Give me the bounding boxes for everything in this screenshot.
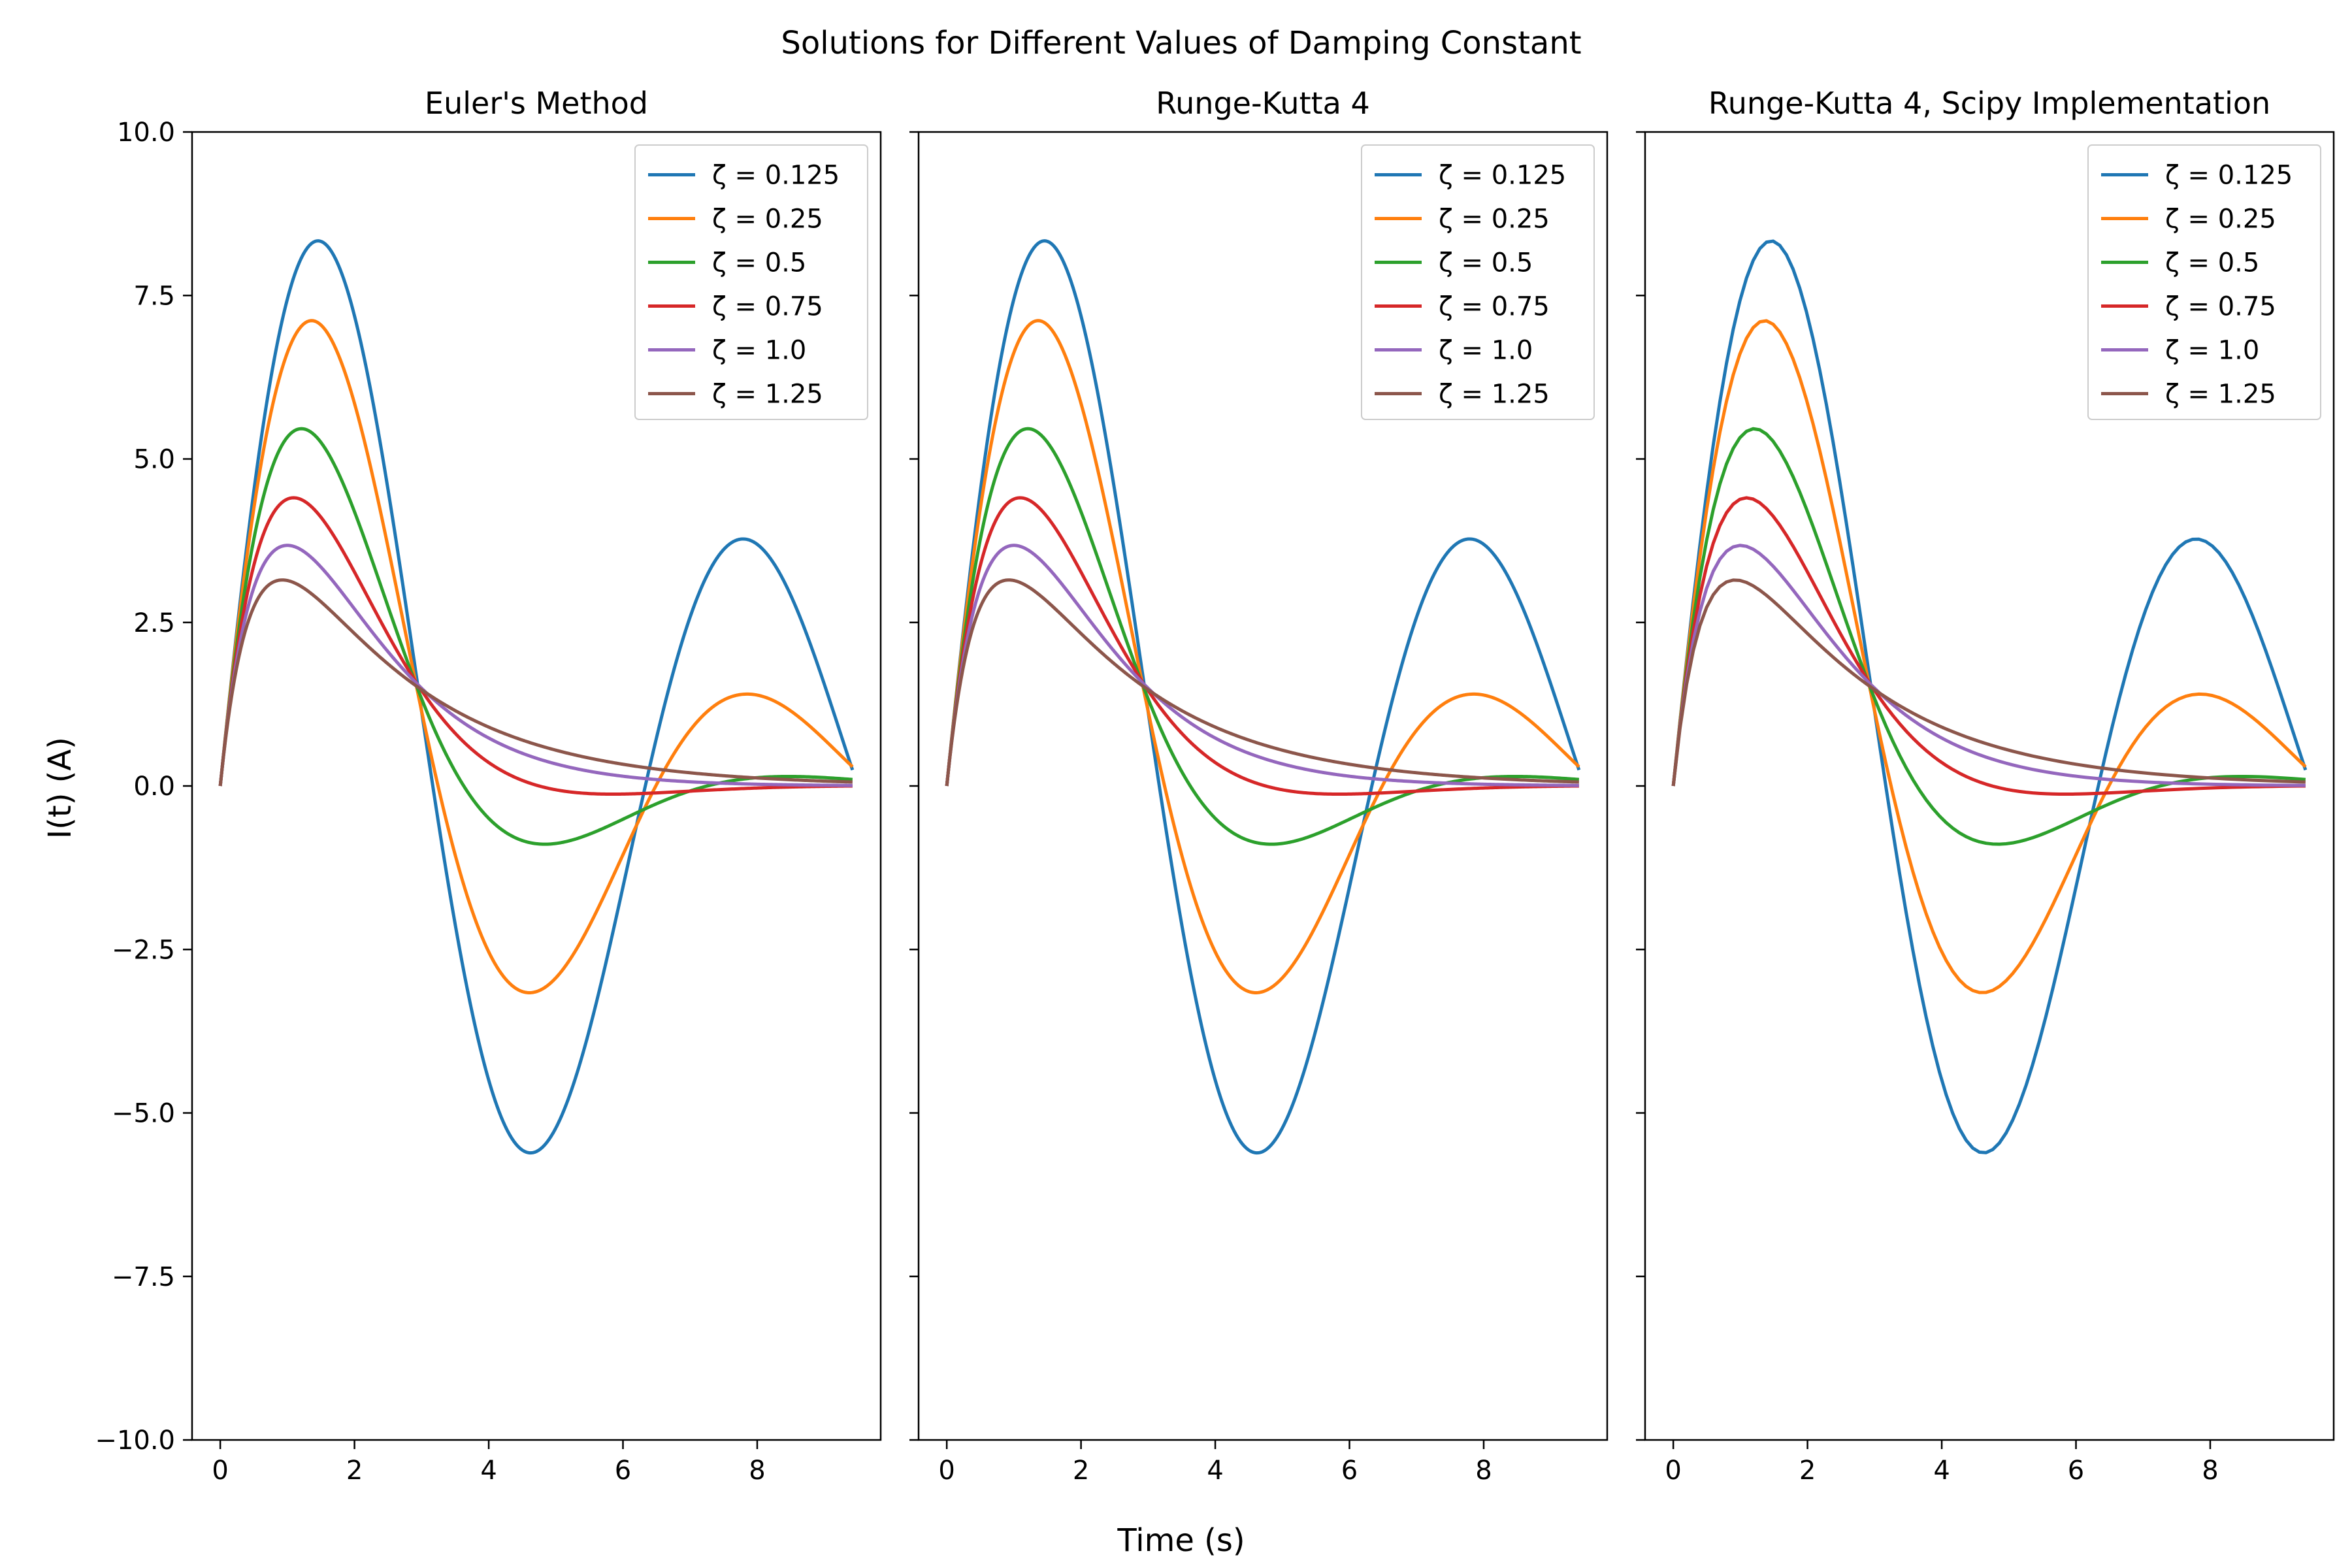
x-tick-label: 6 (2068, 1456, 2084, 1486)
legend-label: ζ = 0.75 (712, 292, 823, 322)
y-tick-label: 5.0 (133, 445, 175, 475)
legend-label: ζ = 0.5 (1439, 248, 1533, 278)
series-line-1 (218, 239, 855, 1155)
y-tick-label: −2.5 (112, 935, 175, 965)
legend-label: ζ = 1.25 (2165, 380, 2276, 410)
legend-label: ζ = 1.25 (1439, 380, 1550, 410)
subplot-title: Runge-Kutta 4, Scipy Implementation (1708, 86, 2270, 121)
y-tick-label: −10.0 (95, 1426, 175, 1456)
x-tick-label: 8 (749, 1456, 765, 1486)
series-line-6 (945, 578, 1579, 787)
legend-label: ζ = 0.5 (2165, 248, 2259, 278)
legend-label: ζ = 1.0 (1439, 336, 1533, 366)
series-line-4 (945, 496, 1579, 796)
x-tick-label: 8 (2202, 1456, 2218, 1486)
subplot-panels: Euler's Method 0 2 4 6 8 −10.0 −7.5 −5.0 −2.5 0.0 2… (95, 86, 2335, 1486)
series-line-4 (1671, 496, 2306, 796)
y-tick-label: 7.5 (133, 281, 175, 311)
x-tick-label: 0 (938, 1456, 955, 1486)
legend-label: ζ = 0.125 (712, 161, 840, 191)
figure-xlabel: Time (s) (1117, 1522, 1245, 1559)
x-tick-label: 4 (480, 1456, 497, 1486)
series-line-5 (945, 544, 1579, 787)
legend-label: ζ = 0.5 (712, 248, 806, 278)
figure-ylabel: I(t) (A) (42, 737, 78, 839)
legend: ζ = 0.125 ζ = 0.25 ζ = 0.5 ζ = 0.75 ζ = 1.0 ζ… (634, 144, 868, 420)
legend-label: ζ = 1.0 (712, 336, 806, 366)
series-line-1 (1671, 239, 2308, 1154)
series-line-5 (218, 544, 853, 787)
x-tick-label: 0 (1665, 1456, 1681, 1486)
legend-label: ζ = 0.125 (2165, 161, 2293, 191)
y-tick-label: 0.0 (133, 772, 175, 802)
x-tick-label: 4 (1207, 1456, 1223, 1486)
legend-label: ζ = 1.25 (712, 380, 823, 410)
legend-label: ζ = 0.75 (1439, 292, 1550, 322)
figure-suptitle: Solutions for Different Values of Dampin… (781, 25, 1581, 61)
y-tick-label: −7.5 (112, 1262, 175, 1292)
subplot-lines (218, 239, 855, 1155)
subplot-3: Runge-Kutta 4, Scipy Implementation 0 2 4 6 8… (1636, 86, 2335, 1486)
subplot-1: Euler's Method 0 2 4 6 8 −10.0 −7.5 −5.0 −2.5 0.0 2… (95, 86, 882, 1486)
legend-label: ζ = 0.75 (2165, 292, 2276, 322)
subplot-lines (1671, 239, 2308, 1154)
series-line-2 (218, 319, 854, 994)
subplot-title: Euler's Method (425, 86, 648, 121)
y-tick-label: 2.5 (133, 608, 175, 638)
subplot-lines (945, 239, 1581, 1155)
x-tick-label: 2 (1799, 1456, 1816, 1486)
series-line-6 (1671, 578, 2306, 787)
series-line-1 (945, 239, 1581, 1155)
legend: ζ = 0.125 ζ = 0.25 ζ = 0.5 ζ = 0.75 ζ = 1.0 ζ… (1361, 144, 1595, 420)
y-tick-label: −5.0 (112, 1099, 175, 1129)
legend-label: ζ = 0.125 (1439, 161, 1566, 191)
legend-label: ζ = 0.25 (712, 204, 823, 235)
x-tick-label: 6 (1341, 1456, 1358, 1486)
series-line-2 (1671, 319, 2307, 994)
legend-label: ζ = 0.25 (2165, 204, 2276, 235)
x-tick-label: 8 (1475, 1456, 1492, 1486)
x-tick-label: 2 (346, 1456, 363, 1486)
x-tick-label: 4 (1933, 1456, 1950, 1486)
x-tick-label: 2 (1073, 1456, 1089, 1486)
legend: ζ = 0.125 ζ = 0.25 ζ = 0.5 ζ = 0.75 ζ = 1.0 ζ… (2087, 144, 2321, 420)
legend-label: ζ = 0.25 (1439, 204, 1550, 235)
series-line-4 (218, 496, 853, 796)
y-tick-label: 10.0 (117, 118, 175, 148)
series-line-5 (1671, 544, 2306, 787)
x-tick-label: 6 (615, 1456, 631, 1486)
x-tick-label: 0 (212, 1456, 228, 1486)
legend-label: ζ = 1.0 (2165, 336, 2259, 366)
series-line-6 (218, 578, 853, 787)
subplot-title: Runge-Kutta 4 (1156, 86, 1369, 121)
series-line-2 (945, 319, 1580, 994)
